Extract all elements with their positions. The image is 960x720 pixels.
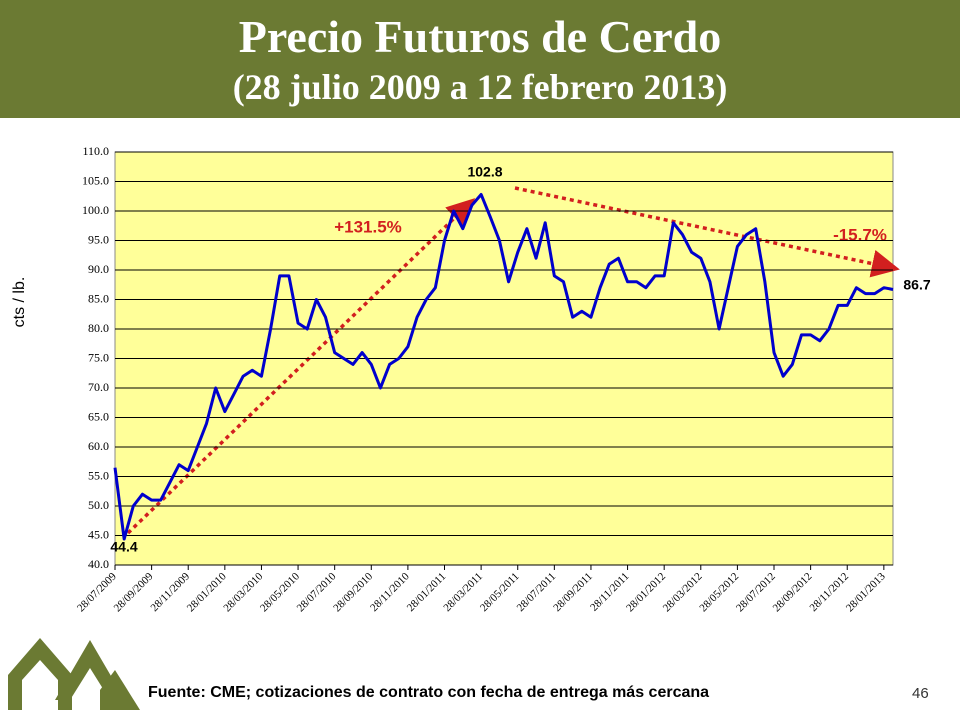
x-tick-label: 28/03/2011 [441, 570, 485, 614]
annotation: 102.8 [467, 164, 502, 180]
y-tick-label: 60.0 [88, 439, 109, 453]
y-tick-label: 45.0 [88, 527, 109, 541]
y-tick-label: 80.0 [88, 321, 109, 335]
title: Precio Futuros de Cerdo [238, 11, 722, 62]
x-tick-label: 28/05/2011 [478, 570, 522, 614]
y-tick-label: 75.0 [88, 350, 109, 364]
price-line [113, 192, 894, 541]
x-tick-label: 28/07/2011 [515, 570, 559, 614]
y-tick-label: 95.0 [88, 232, 109, 246]
y-tick-label: 65.0 [88, 409, 109, 423]
x-tick-label: 28/01/2011 [405, 570, 449, 614]
y-tick-label: 55.0 [88, 468, 109, 482]
annotation: 44.4 [110, 539, 137, 555]
annotation: 86.7 [903, 277, 930, 293]
x-tick-label: 28/09/2010 [331, 570, 375, 614]
subtitle: (28 julio 2009 a 12 febrero 2013) [232, 67, 728, 107]
page-number: 46 [912, 685, 929, 702]
y-tick-label: 85.0 [88, 291, 109, 305]
x-tick-label: 28/09/2012 [771, 570, 815, 614]
x-tick-label: 28/09/2011 [551, 570, 595, 614]
header-band [0, 0, 960, 118]
y-tick-label: 100.0 [82, 203, 109, 217]
y-tick-label: 40.0 [88, 557, 109, 571]
y-tick-label: 110.0 [82, 144, 109, 158]
annotation: -15.7% [833, 225, 887, 244]
y-tick-label: 105.0 [82, 173, 109, 187]
x-tick-label: 28/01/2013 [844, 570, 888, 614]
logo [8, 638, 140, 710]
source-note: Fuente: CME; cotizaciones de contrato co… [148, 684, 710, 701]
y-axis-label: cts / lb. [11, 277, 28, 328]
y-tick-label: 70.0 [88, 380, 109, 394]
trend-arrow [514, 186, 900, 278]
y-tick-label: 50.0 [88, 498, 109, 512]
y-tick-label: 90.0 [88, 262, 109, 276]
annotation: +131.5% [334, 217, 402, 236]
